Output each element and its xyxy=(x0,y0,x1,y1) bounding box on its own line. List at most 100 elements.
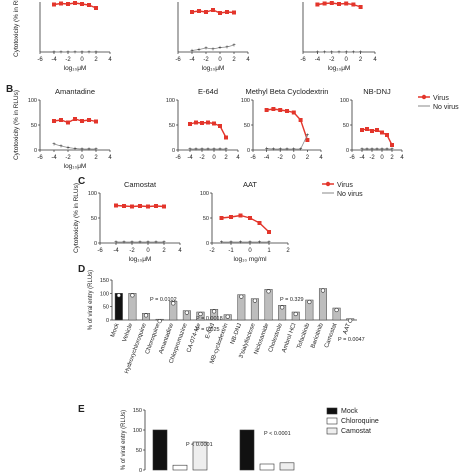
x-tick-label: -4 xyxy=(187,155,193,161)
novirus-point: + xyxy=(229,240,233,246)
x-axis-label: log₁₀μM xyxy=(328,65,351,72)
bar xyxy=(279,462,295,471)
virus-point xyxy=(329,1,334,5)
plot-title: NB-DNJ xyxy=(363,87,391,96)
novirus-point: + xyxy=(200,147,204,153)
y-tick-label: 0 xyxy=(34,148,37,154)
plot-title: Camostat xyxy=(124,180,157,189)
virus-point xyxy=(229,215,233,219)
bar-point xyxy=(266,289,271,294)
x-tick-label: 0 xyxy=(146,248,150,254)
novirus-point: + xyxy=(258,240,262,246)
bar-point xyxy=(116,293,121,298)
bar-point xyxy=(307,299,312,305)
virus-point xyxy=(146,204,150,209)
novirus-point: + xyxy=(352,50,356,56)
virus-point xyxy=(122,204,126,208)
plot-b3: Methyl Beta Cyclodextrin -6 -4 -2 0 2 4 0 50 100 +… xyxy=(241,87,329,161)
bar-point xyxy=(320,288,326,293)
novirus-point: + xyxy=(197,48,201,54)
novirus-point: + xyxy=(73,147,77,153)
novirus-point: + xyxy=(211,47,215,53)
novirus-point: + xyxy=(299,147,303,153)
x-tick-label: 2 xyxy=(94,57,98,63)
legend-virus-marker xyxy=(421,94,427,100)
novirus-point: + xyxy=(306,133,310,139)
novirus-point: + xyxy=(370,147,374,153)
virus-point xyxy=(358,5,363,9)
x-tick-label: 4 xyxy=(236,155,240,161)
bar-point xyxy=(252,298,258,303)
y-tick-label: 50 xyxy=(31,123,37,129)
virus-point xyxy=(257,221,262,225)
y-tick-label: 0 xyxy=(139,468,142,474)
x-tick-label: 0 xyxy=(80,57,84,63)
category-label: E-64d xyxy=(205,323,216,340)
plot-c1: Camostat -6 -4 -2 0 2 4 0 50 100 log₁₀μM Cytotoxici… xyxy=(73,180,182,263)
bar xyxy=(172,464,188,471)
category-label: Vehicle xyxy=(122,322,134,343)
x-tick-label: 2 xyxy=(94,155,98,161)
category-label: Baricitinib xyxy=(310,322,325,349)
novirus-point: + xyxy=(138,240,142,246)
p-value-annotation: P = 0.025 xyxy=(196,327,220,333)
x-tick-label: 0 xyxy=(380,155,384,161)
bar xyxy=(318,288,327,321)
virus-point xyxy=(87,3,91,7)
plot-c2: AAT -2 -1 0 1 2 0 50 100 log₁₀ mg/ml + + + + + + xyxy=(200,180,291,263)
novirus-point: + xyxy=(73,50,77,56)
virus-point xyxy=(197,9,201,13)
novirus-point: + xyxy=(285,147,289,153)
virus-point xyxy=(94,119,98,124)
y-axis-label: Cytotoxicity (% in RLUs) xyxy=(73,183,80,253)
novirus-point: + xyxy=(59,50,63,56)
bar-point xyxy=(280,305,285,310)
x-axis-label: log₁₀μM xyxy=(64,65,87,72)
x-tick-label: 2 xyxy=(359,57,363,63)
legend-b: Virus No virus xyxy=(418,94,459,111)
novirus-point: + xyxy=(162,240,166,246)
virus-point xyxy=(94,6,98,10)
virus-point xyxy=(225,10,229,14)
novirus-point: + xyxy=(359,50,363,56)
novirus-point: + xyxy=(224,147,228,153)
virus-point xyxy=(200,121,204,125)
x-axis-label: log₁₀ mg/ml xyxy=(233,256,267,263)
x-tick-label: -4 xyxy=(315,57,321,63)
virus-point xyxy=(344,1,349,6)
panel-label-d: D xyxy=(78,264,85,275)
bar-point xyxy=(239,294,244,299)
legend-label: Mock xyxy=(341,408,358,415)
novirus-point: + xyxy=(154,240,158,246)
novirus-point: + xyxy=(220,240,224,246)
novirus-point: + xyxy=(267,240,271,246)
x-tick-label: -6 xyxy=(37,155,43,161)
x-tick-label: -4 xyxy=(51,57,57,63)
x-tick-label: 2 xyxy=(286,248,290,254)
virus-point xyxy=(375,128,379,132)
bar-point xyxy=(130,293,135,298)
x-tick-label: -2 xyxy=(203,57,209,63)
legend-virus-marker xyxy=(325,181,331,187)
virus-point xyxy=(114,203,118,208)
novirus-point: + xyxy=(80,147,84,153)
virus-point xyxy=(190,10,194,14)
virus-point xyxy=(267,230,271,234)
bar-point xyxy=(157,319,162,324)
category-label: Mock xyxy=(110,322,121,338)
virus-point xyxy=(188,122,192,126)
novirus-point: + xyxy=(360,147,364,153)
p-value-annotation: P = 0.329 xyxy=(280,297,304,303)
virus-point xyxy=(322,1,327,6)
novirus-point: + xyxy=(218,46,222,52)
novirus-point: + xyxy=(323,50,327,56)
panel-label-b: B xyxy=(6,84,13,95)
virus-point xyxy=(248,216,252,220)
bar xyxy=(264,289,273,321)
virus-point xyxy=(390,143,394,147)
y-tick-label: 50 xyxy=(103,305,109,311)
